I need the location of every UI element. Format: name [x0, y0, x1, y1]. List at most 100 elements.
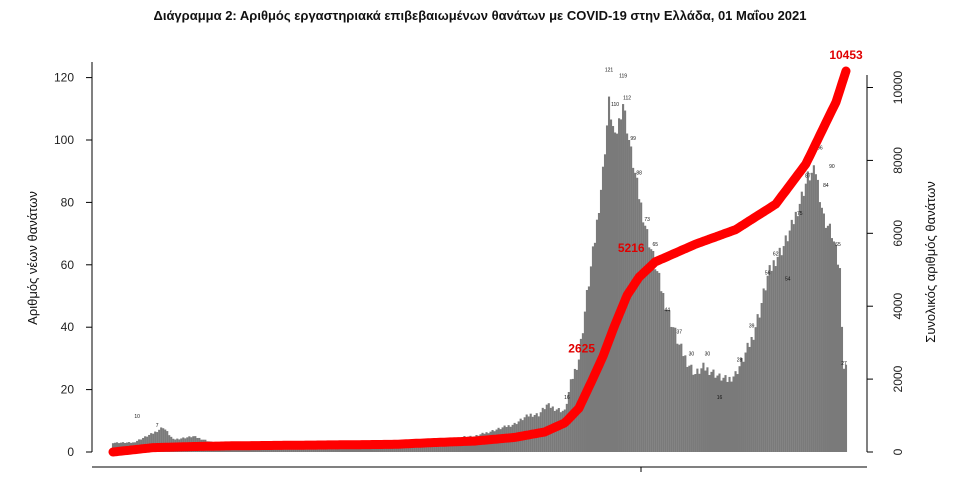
daily-bar	[589, 266, 593, 452]
daily-bar	[634, 172, 637, 453]
daily-bar	[616, 133, 619, 452]
daily-bar	[838, 268, 842, 452]
daily-bar	[700, 368, 703, 452]
daily-bar	[824, 227, 827, 452]
bar-value-labels: 10 7 16 121 110 119 112 99 88 73 65 44 37 30 30 16 28 39 5…	[134, 67, 847, 429]
y2-tick-label: 0	[891, 448, 905, 455]
y-tick-label: 20	[61, 383, 75, 397]
daily-bar	[423, 444, 426, 452]
daily-bar	[435, 442, 438, 452]
y2-tick-label: 4000	[891, 293, 905, 320]
daily-bar	[419, 444, 422, 452]
daily-bar	[330, 448, 333, 452]
daily-bar	[736, 374, 739, 452]
daily-bar	[730, 381, 733, 452]
y-axis-label: Αριθμός νέων θανάτων	[25, 191, 40, 325]
daily-bar	[399, 446, 402, 452]
daily-bar	[322, 447, 325, 452]
daily-bar	[716, 375, 719, 452]
daily-bar	[640, 202, 643, 452]
daily-bar	[344, 447, 348, 452]
daily-bars	[111, 96, 848, 453]
daily-bar	[652, 251, 655, 452]
daily-bar	[597, 213, 601, 452]
daily-bar	[708, 375, 711, 452]
daily-bar	[148, 434, 151, 452]
daily-bar	[389, 445, 392, 452]
daily-bar	[770, 270, 773, 452]
daily-bar	[774, 266, 777, 452]
bar-value-label: 121	[605, 67, 614, 73]
daily-bar	[800, 191, 803, 452]
daily-bar	[632, 167, 635, 452]
daily-bar	[680, 343, 683, 452]
daily-bar	[658, 272, 661, 452]
daily-bar	[636, 177, 639, 452]
daily-bar	[451, 442, 454, 452]
daily-bar	[585, 290, 588, 452]
daily-bar	[714, 377, 717, 452]
daily-bar	[666, 309, 669, 452]
daily-bar	[786, 241, 789, 452]
daily-bar	[710, 371, 713, 452]
daily-bar	[692, 374, 695, 452]
bar-value-label: 10	[134, 414, 140, 420]
daily-bar	[832, 241, 836, 452]
daily-bar	[822, 213, 825, 452]
daily-bar	[614, 132, 617, 452]
daily-bar	[403, 445, 406, 452]
daily-bar	[842, 368, 846, 452]
y2-tick-label: 6000	[891, 220, 905, 247]
daily-bar	[445, 442, 448, 452]
daily-bar	[433, 442, 436, 452]
daily-bar	[453, 442, 456, 452]
daily-bar	[648, 247, 651, 452]
daily-bar	[340, 447, 343, 452]
daily-bar	[814, 174, 817, 453]
daily-bar	[684, 355, 687, 452]
daily-bar	[300, 447, 303, 452]
daily-bar	[750, 336, 753, 452]
bar-value-label: 99	[630, 136, 636, 142]
daily-bar	[674, 327, 677, 452]
daily-bar	[718, 373, 721, 452]
daily-bar	[338, 448, 341, 452]
daily-bar	[728, 376, 731, 452]
daily-bar	[672, 327, 675, 452]
daily-bar	[844, 364, 848, 452]
y2-axis-label: Συνολικός αριθμός θανάτων	[923, 181, 938, 342]
bar-value-label: 56	[765, 270, 771, 276]
daily-bar	[738, 366, 741, 452]
bar-value-label: 110	[611, 102, 619, 108]
daily-bar	[407, 445, 410, 452]
bar-value-label: 88	[636, 170, 642, 176]
y2-tick-label: 8000	[891, 147, 905, 174]
daily-bar	[758, 317, 761, 452]
daily-bar	[336, 448, 339, 452]
daily-bar	[840, 326, 844, 452]
daily-bar	[792, 224, 795, 452]
daily-bar	[296, 448, 299, 452]
daily-bar	[790, 219, 793, 452]
daily-bar	[834, 244, 838, 452]
daily-bar	[395, 445, 398, 452]
bar-value-label: 37	[677, 330, 683, 336]
daily-bar	[794, 211, 797, 452]
daily-bar	[443, 443, 446, 452]
daily-bar	[696, 368, 699, 452]
daily-bar	[429, 443, 432, 452]
daily-bar	[324, 447, 327, 452]
daily-bar	[397, 445, 400, 452]
daily-bar	[664, 309, 667, 452]
cumulative-path	[108, 66, 851, 457]
daily-bar	[561, 410, 564, 452]
y-tick-label: 60	[61, 258, 75, 272]
daily-bar	[447, 442, 450, 452]
bar-value-label: 119	[619, 74, 627, 80]
cumulative-line	[108, 66, 851, 457]
daily-bar	[377, 446, 380, 452]
daily-bar	[599, 189, 603, 452]
daily-bar	[334, 448, 337, 452]
daily-bar	[342, 447, 345, 452]
